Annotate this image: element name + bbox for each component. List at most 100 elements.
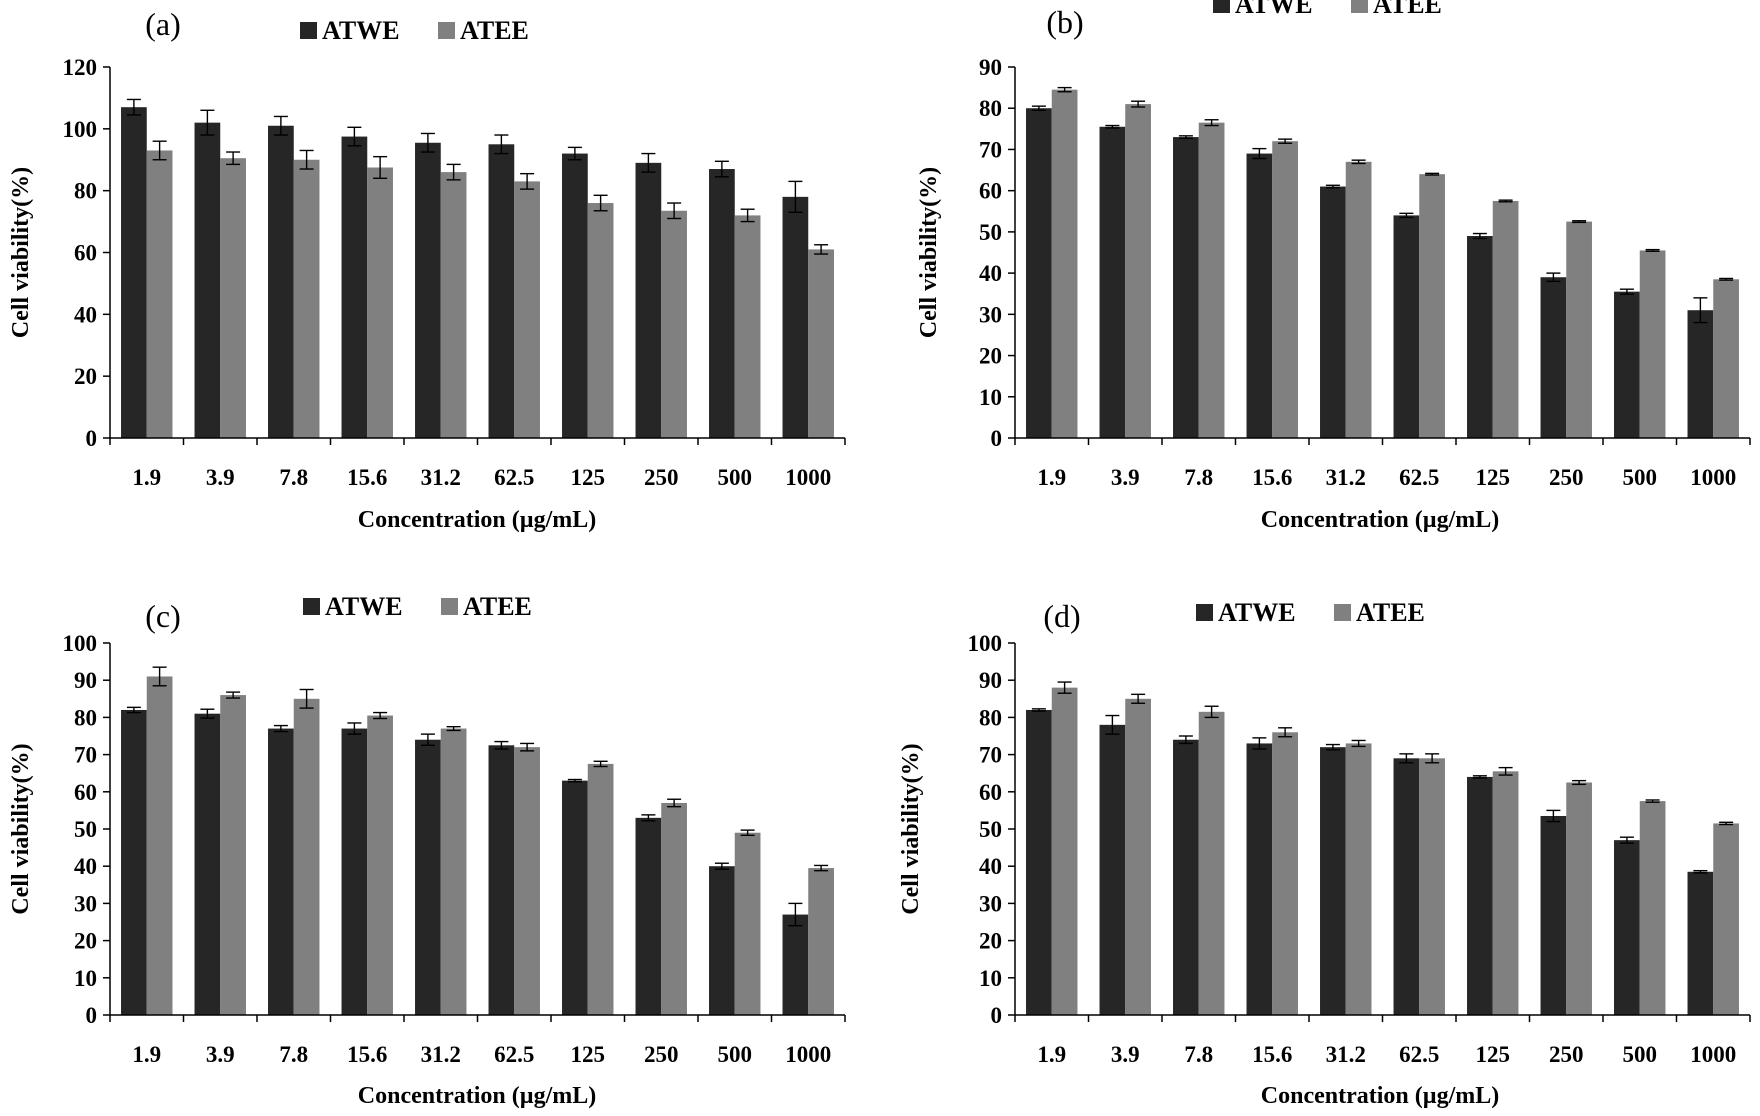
- bar-atee-2: [1198, 122, 1225, 439]
- bar-atee-1: [1125, 104, 1151, 438]
- bar-atwe-1: [194, 122, 221, 439]
- legend-swatch-atwe: [1213, 0, 1230, 13]
- legend-swatch-atwe: [303, 598, 320, 615]
- x-tick-label: 7.8: [279, 465, 308, 490]
- x-tick-label: 125: [1476, 1042, 1511, 1067]
- bar-atwe-1: [1099, 126, 1126, 439]
- bar-atwe-5: [1393, 758, 1420, 1015]
- bar-atwe-7: [1540, 815, 1567, 1015]
- bar-atwe-5: [488, 144, 515, 438]
- bar-atwe-2: [1173, 137, 1199, 439]
- x-tick-label: 250: [644, 465, 679, 490]
- bar-atwe-3: [1246, 153, 1273, 439]
- y-tick-label: 20: [74, 364, 97, 389]
- y-tick-label: 70: [979, 137, 1002, 162]
- bar-atwe-0: [121, 107, 147, 439]
- bar-atwe-1: [194, 713, 221, 1015]
- y-tick-label: 100: [968, 631, 1003, 656]
- bar-atee-5: [1419, 174, 1445, 438]
- y-tick-label: 90: [74, 668, 97, 693]
- x-tick-label: 1000: [785, 1042, 831, 1067]
- bar-atwe-1: [1099, 724, 1126, 1015]
- y-tick-label: 30: [979, 302, 1002, 327]
- bar-atee-6: [1492, 771, 1519, 1015]
- bar-atee-8: [734, 215, 761, 438]
- panel-label: (a): [145, 6, 181, 42]
- bar-atee-5: [1419, 758, 1445, 1015]
- y-tick-label: 0: [86, 426, 98, 451]
- bar-atee-1: [1125, 698, 1151, 1015]
- y-axis-title: Cell viability(%): [8, 167, 34, 338]
- bar-atee-8: [1639, 250, 1666, 438]
- y-tick-label: 90: [979, 668, 1002, 693]
- bar-atwe-7: [635, 817, 662, 1015]
- x-tick-label: 125: [571, 465, 606, 490]
- y-tick-label: 20: [74, 929, 97, 954]
- x-axis-title: Concentration (µg/mL): [358, 1083, 596, 1109]
- x-tick-label: 1000: [1690, 465, 1736, 490]
- y-tick-label: 30: [979, 891, 1002, 916]
- bar-atwe-6: [1467, 776, 1493, 1015]
- legend-swatch-atee: [1334, 604, 1351, 621]
- y-tick-label: 10: [979, 966, 1002, 991]
- x-axis-title: Concentration (µg/mL): [358, 507, 596, 533]
- y-tick-label: 50: [979, 220, 1002, 245]
- y-tick-label: 10: [979, 385, 1002, 410]
- legend-label-atee: ATEE: [460, 16, 529, 45]
- y-tick-label: 90: [979, 55, 1002, 80]
- legend-label-atwe: ATWE: [1218, 598, 1296, 627]
- legend-swatch-atee: [441, 598, 458, 615]
- bar-atee-3: [1272, 141, 1298, 438]
- y-tick-label: 80: [979, 96, 1002, 121]
- bar-atwe-8: [709, 169, 735, 438]
- legend-swatch-atwe: [300, 22, 317, 39]
- legend-swatch-atwe: [1196, 604, 1213, 621]
- bar-atwe-2: [268, 728, 294, 1015]
- bar-atwe-6: [1467, 236, 1493, 438]
- y-tick-label: 60: [979, 179, 1002, 204]
- bar-atee-6: [587, 763, 614, 1015]
- bar-atee-3: [1272, 732, 1298, 1015]
- bar-atwe-6: [562, 153, 588, 439]
- legend-label-atwe: ATWE: [322, 16, 400, 45]
- y-tick-label: 0: [991, 426, 1003, 451]
- bar-atee-1: [220, 695, 246, 1015]
- x-tick-label: 62.5: [1399, 465, 1439, 490]
- y-tick-label: 80: [74, 705, 97, 730]
- bar-atwe-9: [782, 196, 809, 438]
- x-tick-label: 62.5: [494, 1042, 534, 1067]
- bar-atwe-3: [341, 728, 368, 1015]
- bar-atee-0: [1051, 687, 1078, 1015]
- bar-atee-2: [293, 159, 320, 438]
- bar-atwe-3: [341, 136, 368, 438]
- y-tick-label: 10: [74, 966, 97, 991]
- legend-label-atee: ATEE: [463, 592, 532, 621]
- y-tick-label: 40: [74, 302, 97, 327]
- y-tick-label: 100: [63, 631, 98, 656]
- y-tick-label: 120: [63, 55, 98, 80]
- x-tick-label: 500: [1623, 465, 1658, 490]
- bar-atee-2: [1198, 711, 1225, 1015]
- x-tick-label: 1000: [785, 465, 831, 490]
- bar-atee-7: [1566, 221, 1592, 438]
- bar-atee-7: [661, 210, 687, 438]
- bar-atee-4: [1345, 161, 1372, 439]
- x-tick-label: 500: [718, 465, 753, 490]
- y-tick-label: 60: [979, 780, 1002, 805]
- bar-atwe-3: [1246, 743, 1273, 1015]
- x-tick-label: 125: [571, 1042, 606, 1067]
- panel-label: (d): [1043, 598, 1080, 634]
- bar-atwe-7: [635, 162, 662, 438]
- chart-panel-d: (d) ATWE ATEE 0 10 20 30 40 50 60 70 80 90 100 1.9 3.9 7…: [898, 598, 1751, 1109]
- bar-atwe-2: [268, 125, 294, 438]
- bar-atee-9: [808, 868, 834, 1015]
- bar-atee-2: [293, 698, 320, 1015]
- bar-atwe-9: [1687, 310, 1714, 438]
- x-tick-label: 31.2: [421, 465, 461, 490]
- x-tick-label: 1.9: [1037, 1042, 1066, 1067]
- bar-atee-0: [1051, 89, 1078, 438]
- x-tick-label: 1000: [1690, 1042, 1736, 1067]
- bar-atee-7: [661, 802, 687, 1015]
- bar-atwe-8: [1614, 840, 1640, 1015]
- legend-label-atee: ATEE: [1373, 0, 1442, 19]
